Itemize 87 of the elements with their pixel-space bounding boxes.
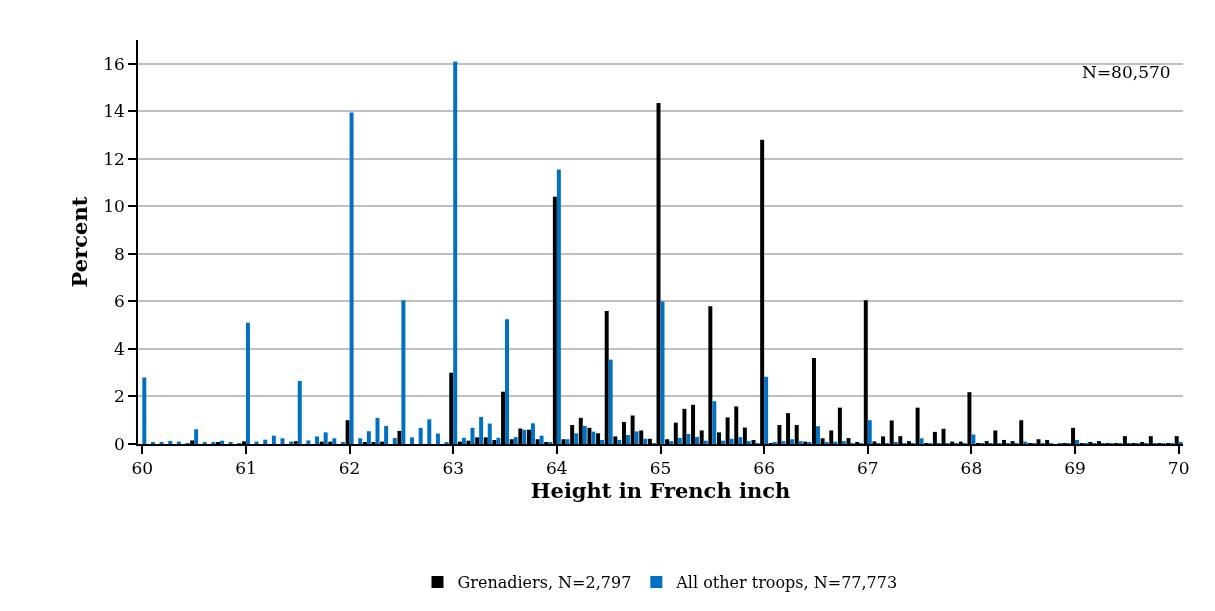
bar: [539, 435, 544, 444]
bar: [358, 438, 363, 444]
bar: [418, 427, 423, 444]
x-tick-label: 61: [235, 458, 257, 479]
x-tick-label: 63: [442, 458, 465, 479]
bar: [600, 439, 605, 444]
bar: [798, 441, 803, 444]
x-tick-label: 68: [960, 458, 983, 479]
bar: [142, 377, 147, 444]
bar: [669, 441, 674, 444]
bar: [461, 437, 466, 444]
bar: [427, 419, 432, 444]
bar: [349, 112, 354, 444]
bar: [738, 437, 743, 444]
bar: [625, 434, 630, 444]
bar: [392, 438, 397, 444]
bar: [617, 439, 622, 444]
x-tick-label: 65: [649, 458, 672, 479]
bar: [435, 433, 440, 444]
bar: [695, 436, 700, 444]
bar: [306, 440, 311, 444]
bar: [366, 431, 371, 444]
bar: [271, 435, 276, 444]
bar: [729, 438, 734, 444]
legend-label: All other troops, N=77,773: [675, 573, 898, 593]
bar: [487, 423, 492, 444]
bar: [168, 440, 173, 444]
bar: [703, 440, 708, 444]
x-tick-label: 60: [131, 458, 154, 479]
x-tick-label: 66: [753, 458, 775, 479]
bar: [643, 438, 648, 444]
bar: [764, 376, 769, 444]
bar: [530, 423, 535, 444]
bar: [790, 439, 795, 444]
annotation: N=80,570: [1082, 62, 1171, 82]
bar: [245, 322, 250, 444]
y-tick-label: 6: [114, 291, 125, 312]
bar: [332, 438, 337, 444]
y-tick-label: 4: [114, 338, 125, 359]
bar: [410, 437, 415, 444]
y-axis-title: Percent: [66, 196, 92, 288]
bar: [479, 416, 484, 444]
bar: [841, 441, 846, 444]
bar: [582, 425, 587, 444]
x-tick-label: 64: [546, 458, 568, 479]
bar: [781, 441, 786, 444]
legend-label: Grenadiers, N=2,797: [457, 573, 632, 593]
bar: [1075, 439, 1080, 444]
bar: [608, 359, 613, 444]
x-tick-label: 67: [856, 458, 879, 479]
bar: [505, 319, 510, 444]
bar: [220, 440, 225, 444]
x-axis-title: Height in French inch: [530, 478, 791, 504]
bar: [384, 425, 389, 444]
y-tick-label: 16: [103, 53, 125, 74]
bar: [513, 437, 518, 444]
y-tick-label: 12: [103, 148, 125, 169]
x-tick-label: 62: [338, 458, 361, 479]
bar: [401, 300, 406, 444]
bar: [746, 441, 751, 444]
bar: [686, 434, 691, 444]
bar: [297, 381, 302, 444]
x-tick-label: 69: [1064, 458, 1086, 479]
y-tick-label: 2: [114, 386, 125, 407]
bar: [556, 169, 561, 444]
bar: [815, 426, 820, 444]
bar: [591, 431, 596, 444]
bar: [677, 437, 682, 444]
bar: [867, 420, 872, 444]
bar: [453, 61, 458, 444]
y-tick-label: 0: [114, 433, 125, 454]
bar: [315, 436, 320, 444]
x-tick-label: 70: [1167, 458, 1190, 479]
bar: [496, 437, 501, 444]
bar: [194, 429, 199, 444]
y-tick-label: 8: [114, 243, 125, 264]
bar: [263, 439, 268, 444]
bar: [971, 434, 976, 444]
bar: [634, 431, 639, 444]
y-tick-label: 14: [103, 101, 125, 122]
bar: [323, 432, 328, 444]
bar: [720, 440, 725, 444]
bar: [919, 438, 924, 444]
bar: [712, 401, 717, 444]
bar: [522, 429, 527, 444]
bar: [574, 433, 579, 444]
y-tick-label: 10: [103, 196, 125, 217]
